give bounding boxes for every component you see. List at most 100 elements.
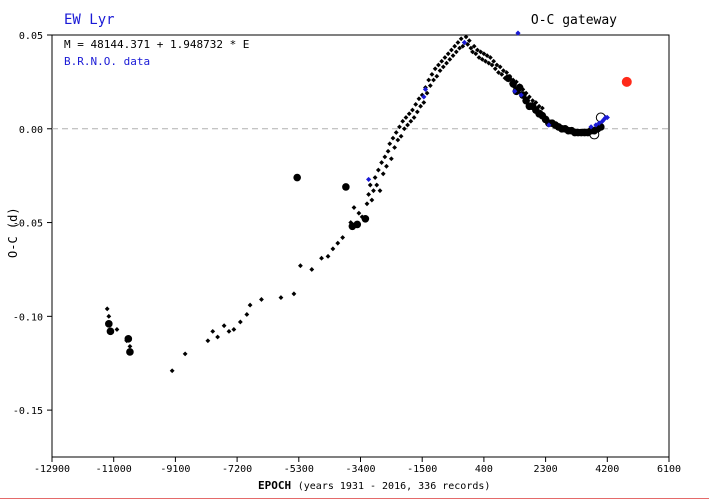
data-point <box>436 62 441 68</box>
data-point <box>379 160 385 165</box>
data-point <box>410 107 415 113</box>
plot-frame <box>51 34 670 458</box>
data-point <box>364 201 370 207</box>
data-point <box>367 182 373 188</box>
data-point <box>429 71 435 77</box>
data-point <box>414 109 420 115</box>
data-point <box>466 38 472 44</box>
data-points <box>104 30 632 374</box>
brno-data-point <box>422 86 429 92</box>
data-point <box>504 70 510 75</box>
x-tick-label: 2300 <box>534 464 558 475</box>
data-point <box>397 124 402 130</box>
data-point <box>530 98 536 104</box>
data-point <box>408 118 414 124</box>
bottom-divider <box>0 498 709 499</box>
data-point <box>319 255 324 261</box>
data-point-large <box>504 74 513 82</box>
data-point-large <box>106 327 115 336</box>
data-point <box>226 328 232 334</box>
x-axis-note: (years 1931 - 2016, 336 records) <box>297 481 491 492</box>
data-point <box>330 246 336 252</box>
data-point <box>406 111 412 117</box>
x-tick-label: -1500 <box>407 464 437 475</box>
brno-data-point <box>421 94 427 100</box>
data-point <box>392 145 397 150</box>
data-point <box>431 77 436 83</box>
data-point <box>395 137 401 143</box>
data-point <box>476 55 482 60</box>
data-point <box>489 62 495 68</box>
data-point <box>375 167 381 173</box>
data-point <box>536 103 542 109</box>
data-point <box>465 41 471 47</box>
data-point-large <box>515 83 524 92</box>
data-point <box>440 64 446 70</box>
data-point <box>445 51 451 57</box>
data-point <box>377 188 383 194</box>
data-point <box>473 51 479 57</box>
brno-data-point <box>601 116 607 122</box>
data-point <box>205 338 211 344</box>
data-point <box>382 154 388 160</box>
data-point-large <box>522 96 530 105</box>
data-point <box>434 73 440 79</box>
data-point <box>439 58 445 64</box>
data-point <box>450 53 456 59</box>
data-point <box>298 263 303 269</box>
data-point <box>497 64 503 70</box>
x-tick-label: -3400 <box>345 464 375 475</box>
x-tick-label: -12900 <box>34 464 70 475</box>
data-point <box>244 312 250 317</box>
x-tick-label: 6100 <box>657 464 681 475</box>
data-point <box>325 253 331 259</box>
data-point <box>481 51 487 57</box>
data-point <box>221 323 227 329</box>
data-point <box>500 68 506 74</box>
data-point <box>484 53 490 59</box>
data-point <box>340 235 346 240</box>
data-point <box>426 77 432 83</box>
data-point <box>427 83 433 89</box>
data-point <box>114 327 120 332</box>
data-point <box>483 58 488 64</box>
data-point <box>169 368 175 374</box>
data-point <box>418 103 423 109</box>
gateway-title: O-C gateway <box>530 13 617 28</box>
data-point <box>380 171 386 177</box>
highlight-point <box>621 76 632 87</box>
data-point <box>215 334 221 340</box>
data-point-open <box>589 129 600 140</box>
data-point <box>478 49 484 55</box>
data-point <box>366 192 372 197</box>
data-point <box>259 297 264 302</box>
data-point <box>421 100 427 105</box>
data-point <box>512 85 518 90</box>
data-point <box>494 62 500 68</box>
ephemeris-formula: M = 48144.371 + 1.948732 * E <box>64 38 250 51</box>
y-tick-label: 0.05 <box>19 31 43 42</box>
data-point <box>372 175 378 180</box>
data-point-large <box>126 348 134 356</box>
data-point <box>398 133 404 139</box>
data-point <box>104 306 110 312</box>
data-point <box>468 45 474 51</box>
data-point <box>539 105 545 111</box>
data-point <box>388 156 394 162</box>
data-point <box>455 40 461 45</box>
data-point <box>487 55 493 60</box>
data-point <box>442 55 448 60</box>
data-point <box>309 267 315 272</box>
data-point <box>291 291 297 297</box>
data-point <box>491 58 497 64</box>
data-point <box>278 295 284 300</box>
data-point <box>371 188 376 194</box>
brno-data-point <box>512 88 518 94</box>
brno-data-point <box>461 39 468 46</box>
data-point <box>460 43 466 49</box>
data-point-large <box>353 220 362 229</box>
y-tick-label: -0.10 <box>13 312 43 323</box>
data-point <box>486 60 492 66</box>
data-point <box>182 351 188 357</box>
data-point <box>400 118 406 124</box>
